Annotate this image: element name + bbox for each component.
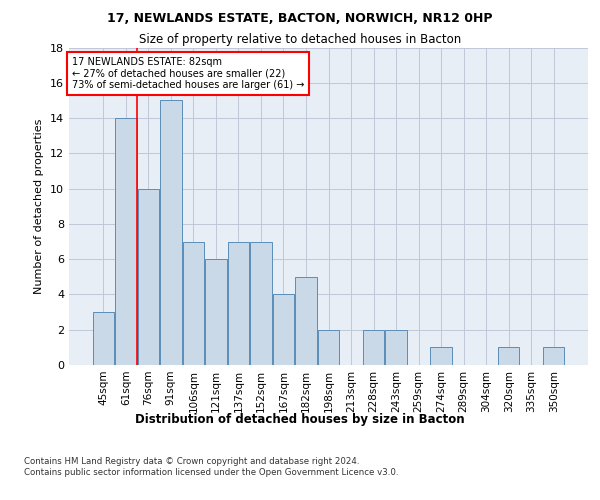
Bar xyxy=(385,330,407,365)
Bar xyxy=(160,100,182,365)
Bar xyxy=(205,259,227,365)
Text: Size of property relative to detached houses in Bacton: Size of property relative to detached ho… xyxy=(139,32,461,46)
Bar xyxy=(543,348,565,365)
Bar xyxy=(182,242,204,365)
Text: Contains HM Land Registry data © Crown copyright and database right 2024.
Contai: Contains HM Land Registry data © Crown c… xyxy=(24,458,398,477)
Y-axis label: Number of detached properties: Number of detached properties xyxy=(34,118,44,294)
Text: Distribution of detached houses by size in Bacton: Distribution of detached houses by size … xyxy=(135,412,465,426)
Bar xyxy=(250,242,272,365)
Bar xyxy=(430,348,452,365)
Bar xyxy=(318,330,339,365)
Bar xyxy=(295,277,317,365)
Bar xyxy=(115,118,137,365)
Bar xyxy=(273,294,294,365)
Bar xyxy=(498,348,520,365)
Bar xyxy=(228,242,249,365)
Bar xyxy=(363,330,384,365)
Text: 17, NEWLANDS ESTATE, BACTON, NORWICH, NR12 0HP: 17, NEWLANDS ESTATE, BACTON, NORWICH, NR… xyxy=(107,12,493,26)
Bar xyxy=(137,188,159,365)
Text: 17 NEWLANDS ESTATE: 82sqm
← 27% of detached houses are smaller (22)
73% of semi-: 17 NEWLANDS ESTATE: 82sqm ← 27% of detac… xyxy=(71,57,304,90)
Bar xyxy=(92,312,114,365)
